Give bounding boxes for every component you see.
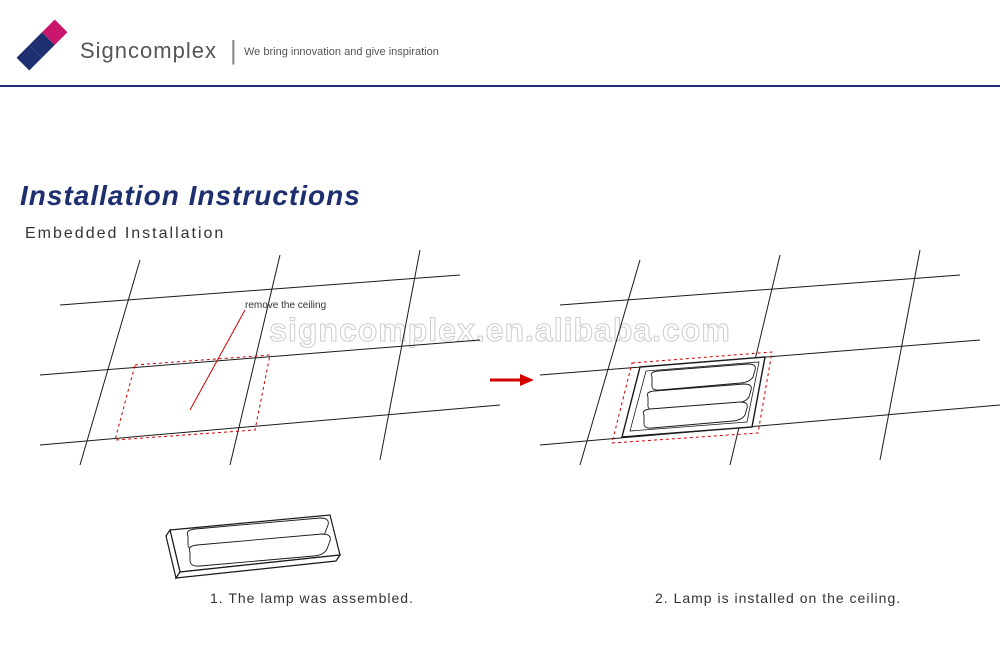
- page-subtitle: Embedded Installation: [25, 225, 225, 243]
- brand-divider: |: [230, 35, 237, 66]
- installation-diagram: [0, 250, 1000, 630]
- annotation-remove-ceiling: remove the ceiling: [245, 300, 326, 311]
- brand-name: Signcomplex: [80, 38, 217, 64]
- brand-tagline: We bring innovation and give inspiration: [244, 46, 439, 58]
- arrow-icon: [490, 374, 534, 386]
- page-title: Installation Instructions: [20, 180, 361, 212]
- caption-step-1: 1. The lamp was assembled.: [210, 590, 414, 606]
- diagram-area: remove the ceiling 1. The lamp was assem…: [0, 250, 1000, 610]
- header-rule: [0, 85, 1000, 87]
- brand-logo-icon: [12, 15, 72, 80]
- caption-step-2: 2. Lamp is installed on the ceiling.: [655, 590, 901, 606]
- header: Signcomplex | We bring innovation and gi…: [0, 10, 1000, 90]
